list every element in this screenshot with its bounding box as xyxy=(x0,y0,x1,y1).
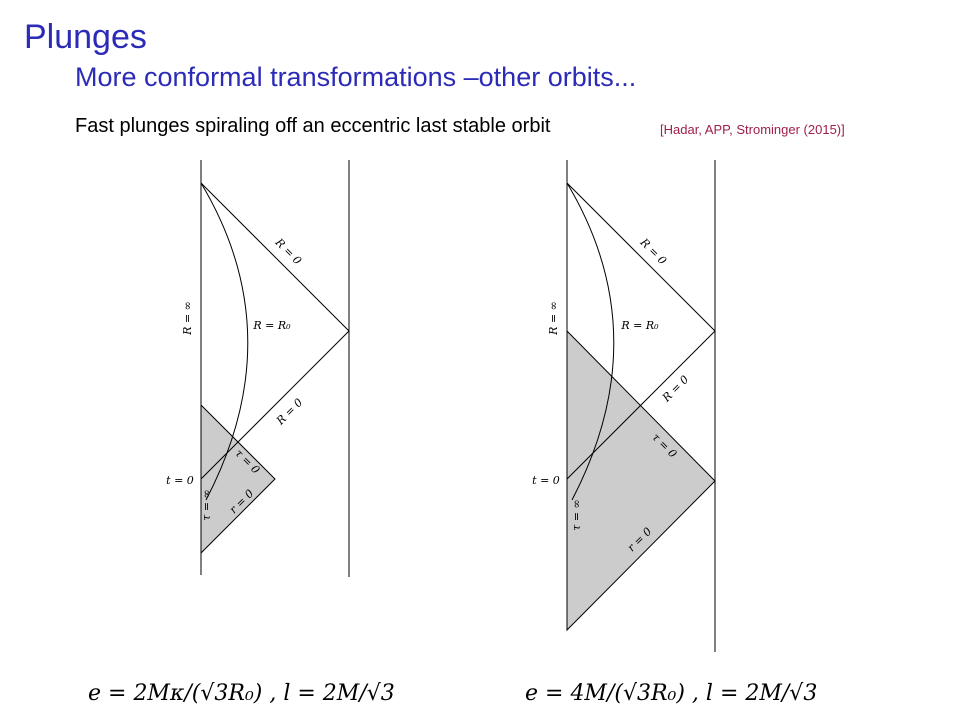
label: R = 0 xyxy=(659,373,691,405)
label: t = 0 xyxy=(532,474,560,487)
curve xyxy=(566,182,615,501)
line xyxy=(200,182,350,480)
label: R = ∞ xyxy=(547,301,560,336)
label: τ = ∞ xyxy=(200,489,213,520)
subtitle: More conformal transformations –other or… xyxy=(75,62,637,92)
penrose-diagram: R = 0 R = ∞ R = R₀ R = 0 t = 0 τ = 0 τ =… xyxy=(88,160,395,706)
label: R = 0 xyxy=(637,235,669,267)
shaded-region xyxy=(200,403,276,555)
label: τ = ∞ xyxy=(570,499,583,530)
label: R = 0 xyxy=(273,396,305,428)
penrose-diagram: R = 0 R = ∞ R = R₀ R = 0 t = 0 τ = 0 τ =… xyxy=(525,160,817,706)
label: R = R₀ xyxy=(620,319,659,332)
formula: e = 2Mκ/(√3R₀) , l = 2M/√3 xyxy=(88,681,395,706)
formula: e = 4M/(√3R₀) , l = 2M/√3 xyxy=(525,681,817,706)
label: t = 0 xyxy=(166,474,194,487)
label: R = 0 xyxy=(272,235,304,267)
shaded-region xyxy=(566,329,716,632)
curve xyxy=(200,182,249,501)
label: R = R₀ xyxy=(252,319,291,332)
line xyxy=(566,182,716,480)
body-text: Fast plunges spiraling off an eccentric … xyxy=(75,115,551,137)
label: R = ∞ xyxy=(181,301,194,336)
title: Plunges xyxy=(24,18,147,56)
citation: [Hadar, APP, Strominger (2015)] xyxy=(660,122,845,137)
